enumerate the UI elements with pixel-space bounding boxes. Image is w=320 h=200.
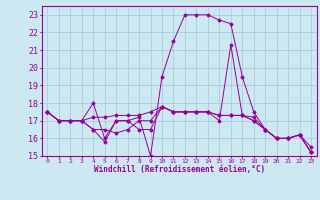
X-axis label: Windchill (Refroidissement éolien,°C): Windchill (Refroidissement éolien,°C) [94, 165, 265, 174]
